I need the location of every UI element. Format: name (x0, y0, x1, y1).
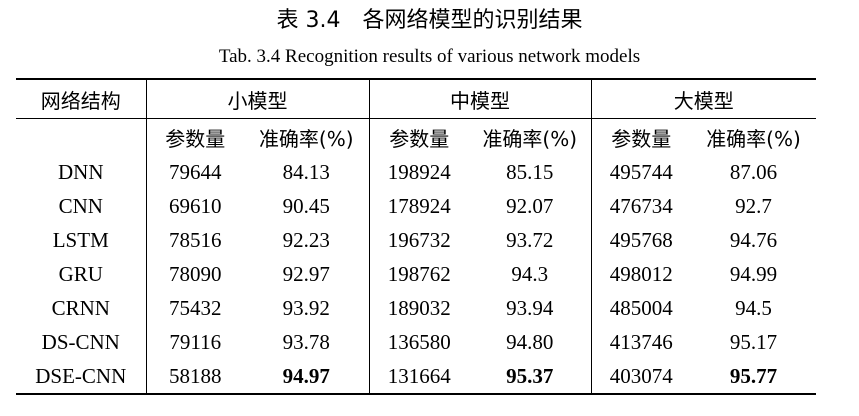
large-accuracy: 94.99 (729, 261, 778, 286)
medium-params: 196732 (368, 223, 469, 257)
large-params: 498012 (590, 257, 691, 291)
model-name: CNN (58, 193, 103, 218)
large-params: 413746 (590, 325, 691, 359)
large-accuracy-best: 95.77 (691, 359, 816, 395)
header-medium-model: 中模型 (368, 78, 591, 119)
small-accuracy: 92.97 (282, 261, 330, 286)
large-accuracy: 87.06 (729, 159, 778, 184)
table-row: GRU 78090 92.97 198762 94.3 498012 94.99 (16, 257, 816, 291)
subheader-small-accuracy: 准确率(%) (258, 126, 354, 151)
header-large-model: 大模型 (590, 78, 816, 119)
medium-accuracy: 85.15 (506, 159, 554, 184)
large-accuracy: 92.7 (735, 193, 772, 218)
large-params: 495744 (590, 155, 691, 189)
medium-accuracy: 94.80 (506, 329, 554, 354)
header-small-model: 小模型 (145, 78, 369, 119)
table-row: CRNN 75432 93.92 189032 93.94 485004 94.… (16, 291, 816, 325)
model-name: LSTM (52, 227, 109, 252)
medium-accuracy: 93.72 (506, 227, 554, 252)
large-params: 476734 (590, 189, 691, 223)
small-accuracy: 93.92 (282, 295, 330, 320)
model-name: DNN (58, 159, 104, 184)
small-params: 58188 (145, 359, 244, 395)
model-name: CRNN (51, 295, 110, 320)
medium-accuracy: 92.07 (506, 193, 554, 218)
small-accuracy: 93.78 (282, 329, 330, 354)
medium-params: 131664 (368, 359, 469, 395)
subheader-row: 参数量 准确率(%) 参数量 准确率(%) 参数量 准确率(%) (16, 118, 816, 156)
results-table: 网络结构 小模型 中模型 大模型 参数量 准确率(%) 参数量 准确率(%) 参… (16, 78, 816, 395)
medium-params: 178924 (368, 189, 469, 223)
subheader-empty (16, 119, 146, 156)
small-accuracy: 90.45 (282, 193, 330, 218)
large-params: 495768 (590, 223, 691, 257)
large-accuracy: 94.5 (735, 295, 772, 320)
medium-accuracy: 94.3 (511, 261, 549, 286)
model-name: DSE-CNN (16, 359, 146, 395)
subheader-small-params: 参数量 (145, 118, 244, 155)
small-params: 75432 (145, 291, 244, 325)
large-accuracy: 94.76 (729, 227, 778, 252)
medium-params: 198762 (368, 257, 469, 291)
medium-accuracy-best: 95.37 (469, 359, 591, 395)
medium-params: 136580 (368, 325, 469, 359)
subheader-large-params: 参数量 (590, 118, 691, 155)
header-row: 网络结构 小模型 中模型 大模型 (16, 78, 816, 119)
small-params: 79644 (145, 155, 244, 189)
large-params: 485004 (590, 291, 691, 325)
model-name: DS-CNN (41, 329, 120, 354)
table-row: DS-CNN 79116 93.78 136580 94.80 413746 9… (16, 325, 816, 359)
small-accuracy-best: 94.97 (244, 359, 369, 395)
small-params: 78516 (145, 223, 244, 257)
table-caption-chinese: 表 3.4 各网络模型的识别结果 (276, 8, 583, 33)
model-name: GRU (58, 261, 103, 286)
medium-accuracy: 93.94 (506, 295, 554, 320)
table-row: DNN 79644 84.13 198924 85.15 495744 87.0… (16, 155, 816, 189)
small-params: 78090 (145, 257, 244, 291)
large-params: 403074 (590, 359, 691, 395)
small-accuracy: 84.13 (282, 159, 330, 184)
subheader-medium-accuracy: 准确率(%) (482, 126, 578, 151)
small-params: 69610 (145, 189, 244, 223)
header-structure: 网络结构 (16, 78, 146, 119)
table-caption-english: Tab. 3.4 Recognition results of various … (218, 46, 641, 67)
medium-params: 198924 (368, 155, 469, 189)
small-params: 79116 (145, 325, 244, 359)
medium-params: 189032 (368, 291, 469, 325)
small-accuracy: 92.23 (282, 227, 330, 252)
table-row: LSTM 78516 92.23 196732 93.72 495768 94.… (16, 223, 816, 257)
table-row: CNN 69610 90.45 178924 92.07 476734 92.7 (16, 189, 816, 223)
large-accuracy: 95.17 (729, 329, 778, 354)
table-row: DSE-CNN 58188 94.97 131664 95.37 403074 … (16, 359, 816, 395)
subheader-medium-params: 参数量 (368, 118, 469, 155)
subheader-large-accuracy: 准确率(%) (706, 126, 801, 151)
